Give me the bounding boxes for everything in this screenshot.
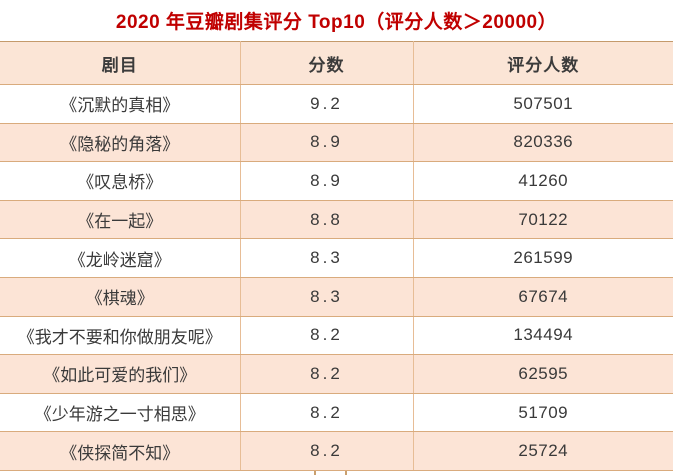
column-header-score: 分数 <box>239 41 413 85</box>
raters-cell: 67674 <box>412 277 673 317</box>
table-header-row: 剧目 分数 评分人数 <box>0 41 673 85</box>
table-row: 《侠探简不知》 8.2 25724 <box>0 431 673 471</box>
raters-cell: 25724 <box>412 431 673 471</box>
score-cell: 8.9 <box>239 161 413 201</box>
raters-cell: 41260 <box>412 161 673 201</box>
table-row: 《如此可爱的我们》 8.2 62595 <box>0 354 673 394</box>
table-row: 《隐秘的角落》 8.9 820336 <box>0 123 673 163</box>
table-row: 《在一起》 8.8 70122 <box>0 200 673 240</box>
show-title-cell: 《隐秘的角落》 <box>0 123 240 163</box>
table-row: 《龙岭迷窟》 8.3 261599 <box>0 238 673 278</box>
score-cell: 9.2 <box>239 84 413 124</box>
ratings-table: 剧目 分数 评分人数 《沉默的真相》 9.2 507501 《隐秘的角落》 8.… <box>0 41 673 471</box>
raters-cell: 134494 <box>412 316 673 356</box>
show-title-cell: 《侠探简不知》 <box>0 431 240 471</box>
raters-cell: 70122 <box>412 200 673 240</box>
score-cell: 8.8 <box>239 200 413 240</box>
score-cell: 8.2 <box>239 354 413 394</box>
score-cell: 8.2 <box>239 393 413 433</box>
show-title-cell: 《如此可爱的我们》 <box>0 354 240 394</box>
page-title: 2020 年豆瓣剧集评分 Top10（评分人数＞20000） <box>115 12 558 33</box>
bottom-strip <box>0 470 673 475</box>
table-row: 《少年游之一寸相思》 8.2 51709 <box>0 393 673 433</box>
show-title-cell: 《在一起》 <box>0 200 240 240</box>
score-cell: 8.9 <box>239 123 413 163</box>
score-cell: 8.2 <box>239 431 413 471</box>
score-cell: 8.3 <box>239 238 413 278</box>
show-title-cell: 《少年游之一寸相思》 <box>0 393 240 433</box>
cropped-row-artifact <box>345 470 347 475</box>
column-header-show-title: 剧目 <box>0 41 240 85</box>
raters-cell: 507501 <box>412 84 673 124</box>
score-cell: 8.3 <box>239 277 413 317</box>
show-title-cell: 《龙岭迷窟》 <box>0 238 240 278</box>
table-row: 《沉默的真相》 9.2 507501 <box>0 84 673 124</box>
table-row: 《我才不要和你做朋友呢》 8.2 134494 <box>0 316 673 356</box>
table-body: 《沉默的真相》 9.2 507501 《隐秘的角落》 8.9 820336 《叹… <box>0 84 673 471</box>
raters-cell: 62595 <box>412 354 673 394</box>
table-row: 《棋魂》 8.3 67674 <box>0 277 673 317</box>
raters-cell: 820336 <box>412 123 673 163</box>
cropped-row-artifact <box>314 470 316 475</box>
score-cell: 8.2 <box>239 316 413 356</box>
table-row: 《叹息桥》 8.9 41260 <box>0 161 673 201</box>
show-title-cell: 《我才不要和你做朋友呢》 <box>0 316 240 356</box>
raters-cell: 261599 <box>412 238 673 278</box>
show-title-cell: 《棋魂》 <box>0 277 240 317</box>
column-header-raters: 评分人数 <box>412 41 673 85</box>
show-title-cell: 《叹息桥》 <box>0 161 240 201</box>
show-title-cell: 《沉默的真相》 <box>0 84 240 124</box>
raters-cell: 51709 <box>412 393 673 433</box>
